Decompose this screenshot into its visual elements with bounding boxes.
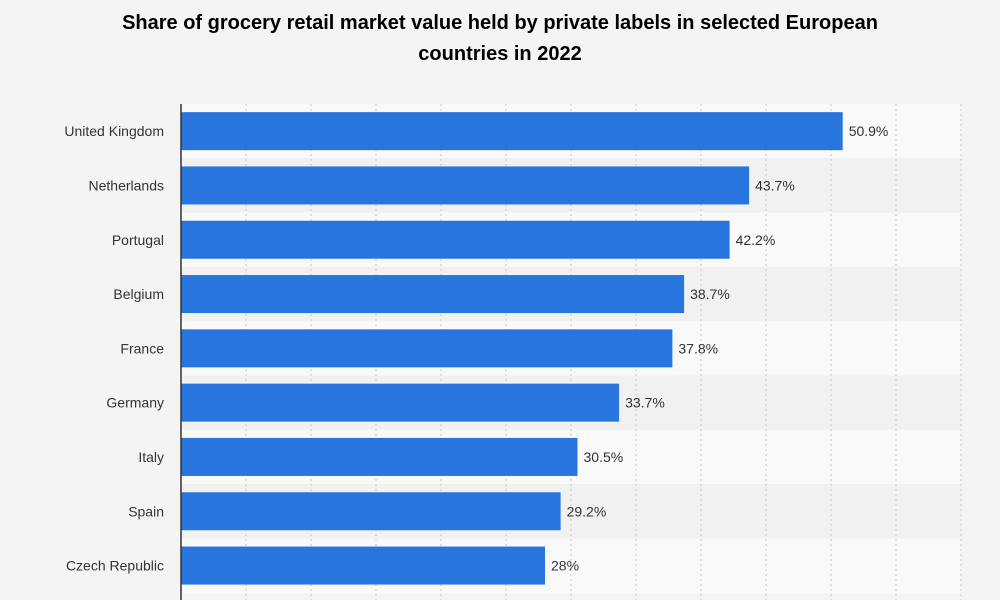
value-label: 50.9% xyxy=(849,123,889,139)
value-label: 28% xyxy=(551,558,579,574)
category-label: Belgium xyxy=(113,286,164,302)
bar[interactable] xyxy=(181,437,578,476)
category-label: Germany xyxy=(106,395,164,411)
category-labels: United Kingdom Netherlands Portugal Belgium… xyxy=(64,123,164,573)
value-label: 29.2% xyxy=(567,503,607,519)
value-label: 37.8% xyxy=(678,340,718,356)
category-label: Italy xyxy=(138,449,164,465)
category-label: Spain xyxy=(128,503,164,519)
category-label: Netherlands xyxy=(89,177,165,193)
bar[interactable] xyxy=(181,383,620,422)
value-label: 42.2% xyxy=(736,232,776,248)
category-label: Czech Republic xyxy=(66,558,164,574)
value-label: 30.5% xyxy=(584,449,624,465)
bar[interactable] xyxy=(181,546,545,585)
bar[interactable] xyxy=(181,275,685,314)
category-label: United Kingdom xyxy=(64,123,164,139)
bar[interactable] xyxy=(181,220,730,259)
bar[interactable] xyxy=(181,329,673,368)
bar[interactable] xyxy=(181,492,561,531)
bar[interactable] xyxy=(181,166,750,205)
bars xyxy=(181,112,843,585)
value-labels: 50.9% 43.7% 42.2% 38.7% 37.8% 33.7% 30.5% 29.2%… xyxy=(551,123,888,573)
bar[interactable] xyxy=(181,112,843,151)
value-label: 33.7% xyxy=(625,395,665,411)
category-label: France xyxy=(120,340,164,356)
category-label: Portugal xyxy=(112,232,164,248)
chart-title: Share of grocery retail market value hel… xyxy=(122,12,878,65)
value-label: 43.7% xyxy=(755,177,795,193)
value-label: 38.7% xyxy=(690,286,730,302)
